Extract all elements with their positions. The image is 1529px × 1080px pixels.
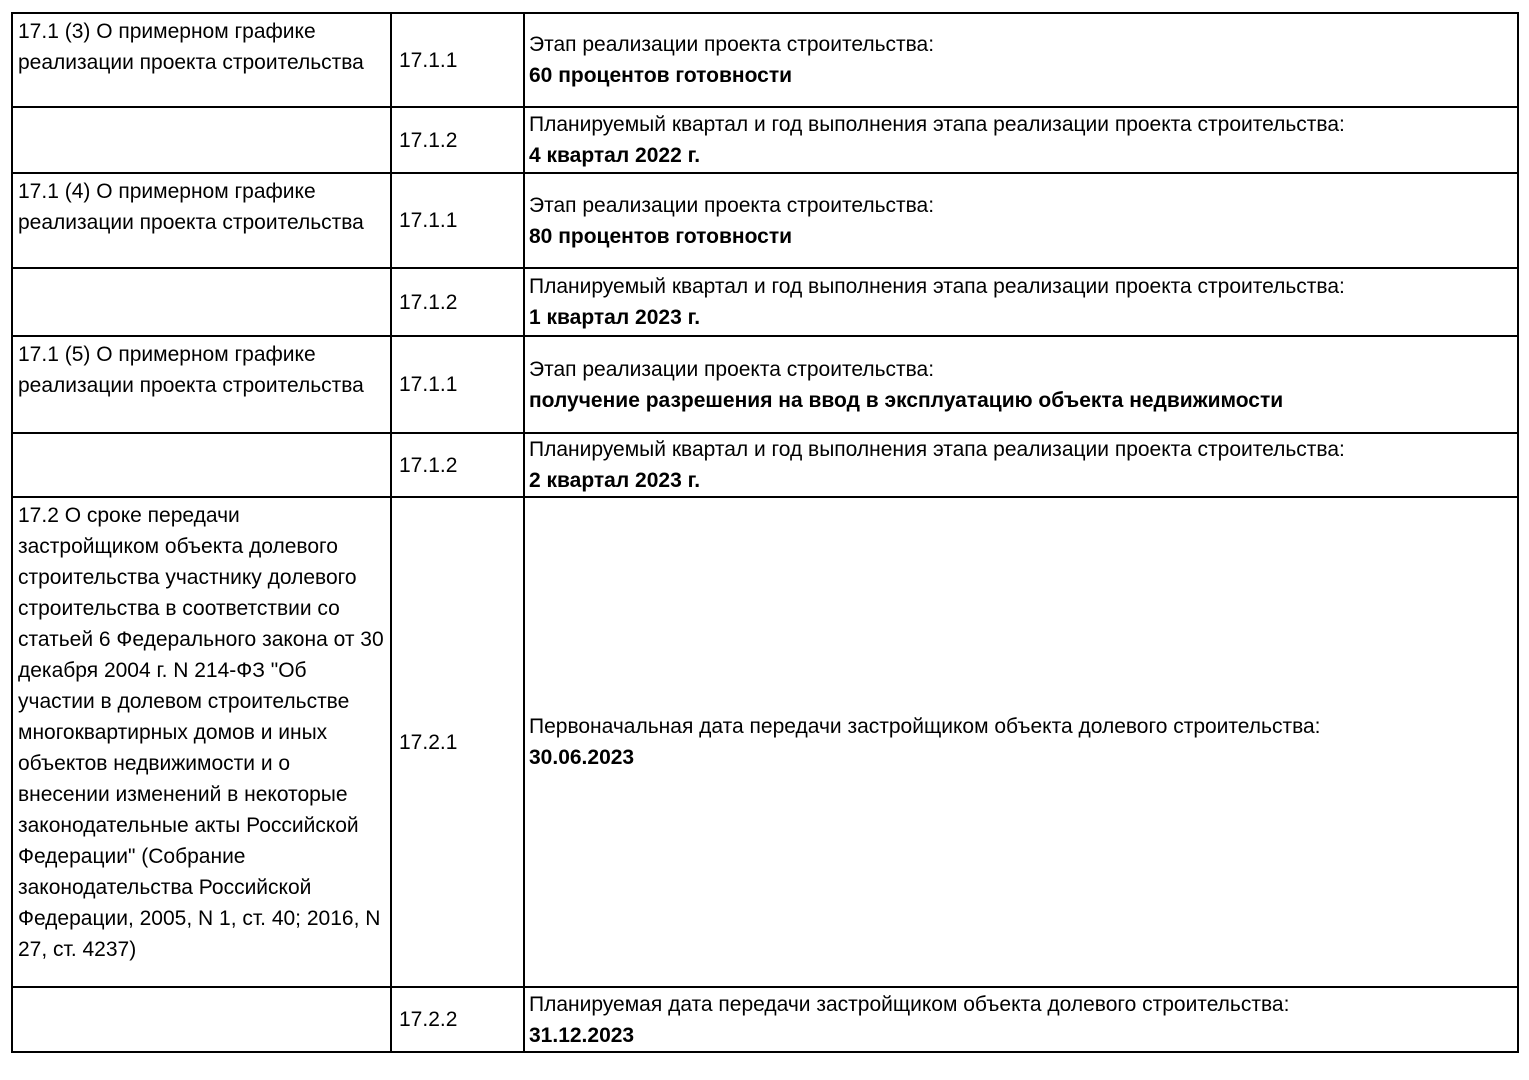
item-number-cell: 17.1.1 bbox=[390, 172, 525, 269]
section-label: 17.1 (4) О примерном графике реализации … bbox=[18, 180, 364, 234]
content-label: Этап реализации проекта строительства: bbox=[529, 193, 935, 217]
table-row: 17.1 (3) О примерном графике реализации … bbox=[11, 12, 1519, 108]
table-row: 17.1.2 Планируемый квартал и год выполне… bbox=[11, 267, 1519, 337]
content-cell: Планируемый квартал и год выполнения эта… bbox=[523, 267, 1519, 337]
item-number: 17.2.1 bbox=[399, 730, 458, 754]
content-cell: Первоначальная дата передачи застройщико… bbox=[523, 496, 1519, 988]
table-row: 17.1 (5) О примерном графике реализации … bbox=[11, 335, 1519, 434]
item-number-cell: 17.1.2 bbox=[390, 267, 525, 337]
section-label: 17.2 О сроке передачи застройщиком объек… bbox=[18, 504, 384, 961]
section-cell bbox=[11, 106, 392, 174]
content-label: Планируемый квартал и год выполнения эта… bbox=[529, 438, 1345, 461]
content-cell: Этап реализации проекта строительства: 6… bbox=[523, 12, 1519, 108]
item-number-cell: 17.2.2 bbox=[390, 986, 525, 1053]
table-body: 17.1 (3) О примерном графике реализации … bbox=[11, 12, 1519, 1053]
section-cell: 17.1 (4) О примерном графике реализации … bbox=[11, 172, 392, 269]
table-row: 17.2 О сроке передачи застройщиком объек… bbox=[11, 496, 1519, 988]
item-number-cell: 17.1.2 bbox=[390, 106, 525, 174]
content-cell: Этап реализации проекта строительства: 8… bbox=[523, 172, 1519, 269]
table-row: 17.1.2 Планируемый квартал и год выполне… bbox=[11, 106, 1519, 174]
content-label: Первоначальная дата передачи застройщико… bbox=[529, 715, 1321, 738]
item-number-cell: 17.1.1 bbox=[390, 335, 525, 434]
table-row: 17.2.2 Планируемая дата передачи застрой… bbox=[11, 986, 1519, 1053]
item-number: 17.2.2 bbox=[399, 1008, 458, 1031]
content-label: Планируемый квартал и год выполнения эта… bbox=[529, 275, 1345, 298]
content-label: Этап реализации проекта строительства: bbox=[529, 33, 935, 56]
content-label: Планируемая дата передачи застройщиком о… bbox=[529, 992, 1290, 1016]
content-cell: Этап реализации проекта строительства: п… bbox=[523, 335, 1519, 434]
project-declaration-table: 17.1 (3) О примерном графике реализации … bbox=[11, 12, 1519, 1053]
table-row: 17.1 (4) О примерном графике реализации … bbox=[11, 172, 1519, 269]
item-number-cell: 17.1.2 bbox=[390, 432, 525, 498]
item-number: 17.1.1 bbox=[399, 373, 458, 396]
content-cell: Планируемый квартал и год выполнения эта… bbox=[523, 106, 1519, 174]
item-number: 17.1.2 bbox=[399, 453, 458, 477]
section-label: 17.1 (5) О примерном графике реализации … bbox=[18, 343, 364, 397]
content-cell: Планируемая дата передачи застройщиком о… bbox=[523, 986, 1519, 1053]
content-label: Планируемый квартал и год выполнения эта… bbox=[529, 113, 1345, 136]
section-cell: 17.1 (3) О примерном графике реализации … bbox=[11, 12, 392, 108]
item-number: 17.1.2 bbox=[399, 290, 458, 314]
content-value: получение разрешения на ввод в эксплуата… bbox=[529, 388, 1284, 412]
content-value: 30.06.2023 bbox=[529, 746, 635, 769]
item-number: 17.1.1 bbox=[399, 48, 458, 72]
content-value: 60 процентов готовности bbox=[529, 64, 793, 87]
item-number-cell: 17.1.1 bbox=[390, 12, 525, 108]
content-label: Этап реализации проекта строительства: bbox=[529, 357, 935, 381]
section-cell bbox=[11, 986, 392, 1053]
section-cell: 17.1 (5) О примерном графике реализации … bbox=[11, 335, 392, 434]
section-cell bbox=[11, 267, 392, 337]
item-number: 17.1.1 bbox=[399, 209, 458, 232]
item-number-cell: 17.2.1 bbox=[390, 496, 525, 988]
item-number: 17.1.2 bbox=[399, 128, 458, 152]
content-cell: Планируемый квартал и год выполнения эта… bbox=[523, 432, 1519, 498]
section-label: 17.1 (3) О примерном графике реализации … bbox=[18, 20, 364, 74]
section-cell bbox=[11, 432, 392, 498]
content-value: 80 процентов готовности bbox=[529, 224, 793, 248]
content-value: 1 квартал 2023 г. bbox=[529, 306, 701, 329]
content-value: 31.12.2023 bbox=[529, 1023, 635, 1047]
content-value: 4 квартал 2022 г. bbox=[529, 144, 701, 167]
table-row: 17.1.2 Планируемый квартал и год выполне… bbox=[11, 432, 1519, 498]
section-cell: 17.2 О сроке передачи застройщиком объек… bbox=[11, 496, 392, 988]
content-value: 2 квартал 2023 г. bbox=[529, 469, 701, 492]
